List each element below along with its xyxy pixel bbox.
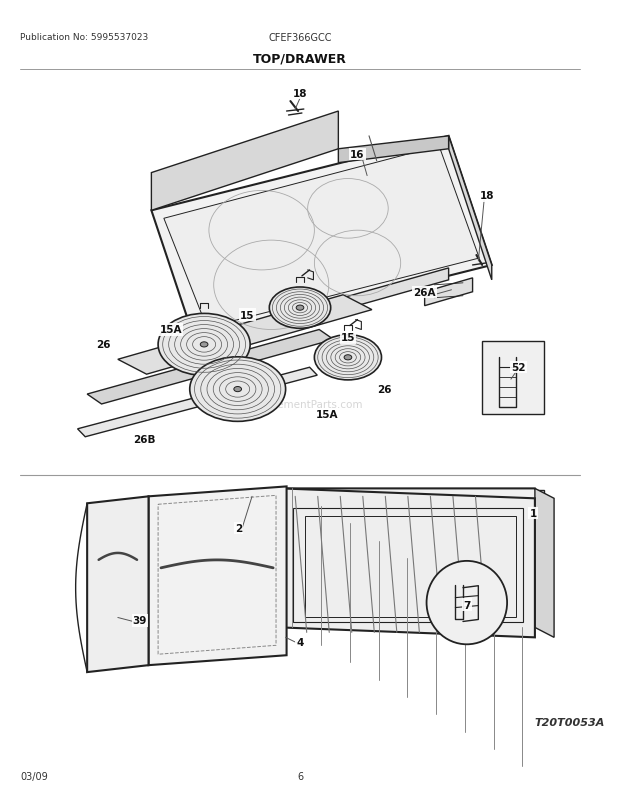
Text: 26: 26 [96, 340, 111, 350]
Text: 26B: 26B [133, 434, 156, 444]
Text: 03/09: 03/09 [20, 772, 48, 781]
Text: 52: 52 [512, 363, 526, 373]
Polygon shape [149, 487, 286, 666]
Polygon shape [425, 278, 472, 306]
Ellipse shape [190, 358, 286, 422]
Text: 39: 39 [133, 616, 147, 626]
Text: TOP/DRAWER: TOP/DRAWER [253, 52, 347, 65]
Text: 16: 16 [350, 149, 365, 160]
Ellipse shape [296, 306, 304, 311]
Text: 15: 15 [340, 333, 355, 343]
Polygon shape [87, 496, 149, 672]
Text: eReplacementParts.com: eReplacementParts.com [237, 399, 363, 410]
Text: 26: 26 [377, 385, 392, 395]
Ellipse shape [200, 342, 208, 347]
Polygon shape [195, 269, 449, 352]
Polygon shape [449, 136, 492, 281]
Ellipse shape [344, 355, 352, 360]
Ellipse shape [158, 314, 250, 376]
Polygon shape [164, 147, 479, 328]
Ellipse shape [234, 387, 242, 392]
Polygon shape [78, 368, 317, 437]
Polygon shape [535, 488, 554, 638]
Text: T20T0053A: T20T0053A [535, 717, 605, 727]
Text: CFEF366GCC: CFEF366GCC [268, 33, 332, 43]
Text: Publication No: 5995537023: Publication No: 5995537023 [20, 33, 148, 42]
Polygon shape [482, 342, 544, 415]
Text: 15: 15 [240, 310, 255, 320]
Text: 1: 1 [529, 508, 536, 519]
Polygon shape [339, 136, 449, 164]
Text: 7: 7 [463, 600, 471, 610]
Text: 18: 18 [293, 89, 308, 99]
Ellipse shape [269, 288, 330, 329]
Polygon shape [118, 295, 372, 375]
Text: 4: 4 [296, 638, 304, 647]
Text: 15A: 15A [159, 325, 182, 335]
Polygon shape [281, 488, 535, 638]
Ellipse shape [314, 335, 381, 380]
Text: 15A: 15A [316, 409, 338, 419]
Text: 2: 2 [235, 524, 242, 533]
Polygon shape [87, 330, 334, 404]
Text: 6: 6 [297, 772, 303, 781]
Polygon shape [151, 136, 492, 340]
Ellipse shape [427, 561, 507, 645]
Polygon shape [290, 491, 544, 507]
Polygon shape [151, 111, 339, 211]
Polygon shape [281, 488, 544, 507]
Text: 26A: 26A [414, 287, 436, 298]
Text: 18: 18 [480, 191, 494, 201]
